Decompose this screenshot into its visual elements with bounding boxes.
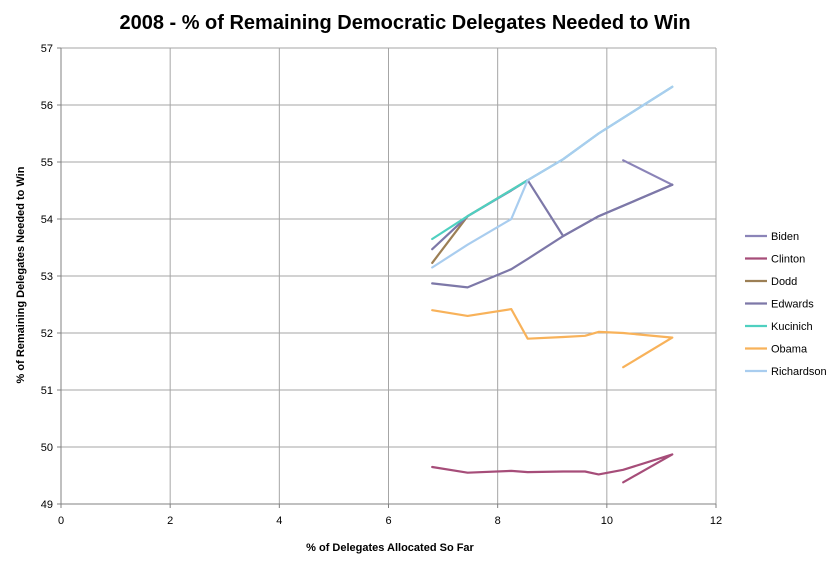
series-lines: [431, 85, 674, 484]
x-axis-title: % of Delegates Allocated So Far: [306, 542, 474, 554]
legend-label-biden: Biden: [771, 231, 799, 243]
chart-title: 2008 - % of Remaining Democratic Delegat…: [119, 12, 690, 34]
x-tick-label: 2: [167, 515, 173, 527]
y-tick-label: 53: [41, 271, 53, 283]
y-tick-label: 56: [41, 100, 53, 112]
series-line-dodd: [431, 179, 529, 264]
y-tick-label: 51: [41, 385, 53, 397]
series-line-richardson: [431, 85, 674, 269]
y-tick-label: 49: [41, 499, 53, 511]
axes: [57, 47, 717, 508]
x-tick-label: 12: [710, 515, 722, 527]
series-line-clinton: [431, 453, 674, 484]
tick-labels: 49 50 51 52 53 54 55 56 57 0 2 4 6 8 10 12: [41, 43, 722, 527]
legend-label-dodd: Dodd: [771, 276, 797, 288]
y-tick-label: 50: [41, 442, 53, 454]
x-tick-label: 0: [58, 515, 64, 527]
y-tick-label: 52: [41, 328, 53, 340]
x-tick-label: 4: [276, 515, 282, 527]
y-axis-title: % of Remaining Delegates Needed to Win: [15, 166, 27, 383]
legend-label-clinton: Clinton: [771, 254, 805, 266]
series-line-obama: [431, 308, 674, 369]
y-tick-label: 54: [41, 214, 53, 226]
legend: Biden Clinton Dodd Edwards Kucinich Obama Rich…: [745, 231, 827, 378]
legend-label-obama: Obama: [771, 344, 808, 356]
y-tick-label: 55: [41, 157, 53, 169]
series-line-biden: [622, 159, 674, 186]
grid: [60, 47, 717, 505]
legend-label-kucinich: Kucinich: [771, 321, 813, 333]
y-tick-label: 57: [41, 43, 53, 55]
x-tick-label: 6: [385, 515, 391, 527]
x-tick-label: 8: [495, 515, 501, 527]
legend-label-edwards: Edwards: [771, 299, 814, 311]
legend-label-richardson: Richardson: [771, 366, 827, 378]
x-tick-label: 10: [601, 515, 613, 527]
